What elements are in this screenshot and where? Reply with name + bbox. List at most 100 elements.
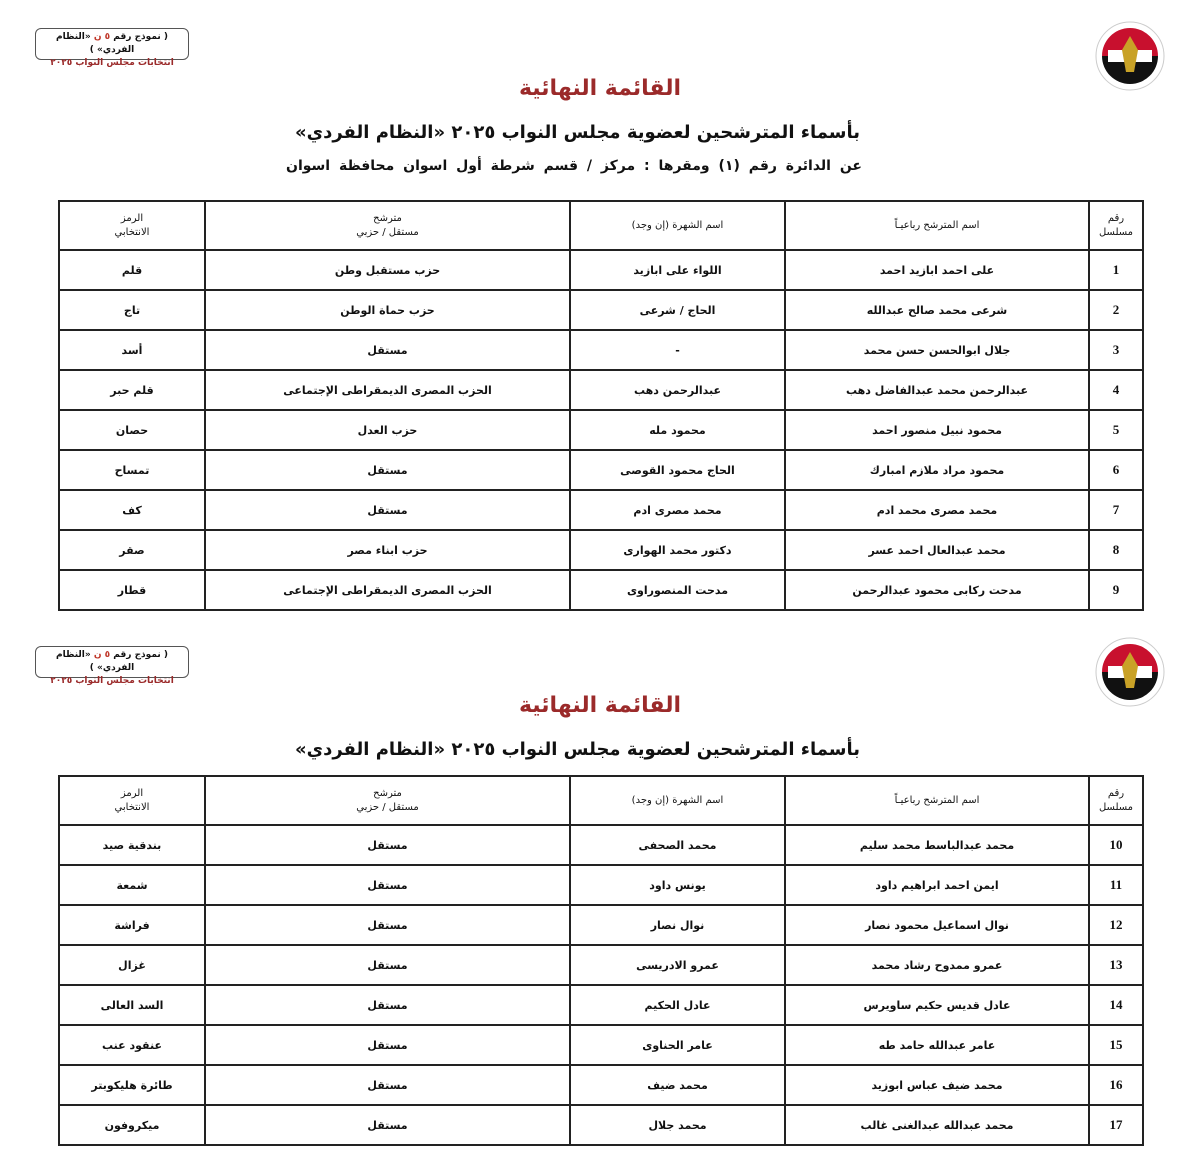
- symbol-cell: السد العالى: [58, 984, 206, 1026]
- name-cell: عادل قديس حكيم ساويرس: [784, 984, 1090, 1026]
- serial-cell: 1: [1088, 249, 1144, 291]
- table-row: 15 عامر عبدالله حامد طه عامر الحناوى مستقل ع…: [58, 1024, 1144, 1066]
- serial-cell: 16: [1088, 1064, 1144, 1106]
- fame-cell: اللواء على ابازيد: [569, 249, 786, 291]
- symbol-cell: فراشة: [58, 904, 206, 946]
- symbol-cell: شمعة: [58, 864, 206, 906]
- fame-cell: محمد ضيف: [569, 1064, 786, 1106]
- type-cell: مستقل: [204, 1064, 571, 1106]
- header-name: اسم المترشح رباعيـاً: [784, 775, 1090, 826]
- fame-cell: يونس داود: [569, 864, 786, 906]
- header-symbol: الرمز الانتخابي: [58, 200, 206, 251]
- fame-cell: عمرو الادريسى: [569, 944, 786, 986]
- name-cell: محمود مراد ملازم امبارك: [784, 449, 1090, 491]
- stamp-form-number: ٥ ن: [93, 650, 111, 660]
- type-cell: مستقل: [204, 329, 571, 371]
- table-row: 7 محمد مصرى محمد ادم محمد مصرى ادم مستقل كف: [58, 489, 1144, 531]
- type-cell: مستقل: [204, 944, 571, 986]
- fame-cell: عامر الحناوى: [569, 1024, 786, 1066]
- header-serial: رقم مسلسل: [1088, 200, 1144, 251]
- stamp-text: ( نموذج رقم: [110, 650, 168, 660]
- type-cell: مستقل: [204, 1024, 571, 1066]
- type-cell: مستقل: [204, 824, 571, 866]
- symbol-cell: قطار: [58, 569, 206, 611]
- table-row: 9 مدحت ركابى محمود عبدالرحمن مدحت المنصورا…: [58, 569, 1144, 611]
- symbol-cell: كف: [58, 489, 206, 531]
- table-row: 3 جلال ابوالحسن حسن محمد - مستقل أسد: [58, 329, 1144, 371]
- candidates-table-2: رقم مسلسل اسم المترشح رباعيـاً اسم الشهرة…: [58, 775, 1144, 1146]
- serial-cell: 2: [1088, 289, 1144, 331]
- form-stamp: ( نموذج رقم ٥ ن «النظام الفردي» ) انتخاب…: [35, 646, 189, 686]
- table-row: 6 محمود مراد ملازم امبارك الحاج محمود القو…: [58, 449, 1144, 491]
- stamp-text: «النظام الفردي» ): [56, 650, 135, 673]
- serial-cell: 14: [1088, 984, 1144, 1026]
- fame-cell: محمد مصرى ادم: [569, 489, 786, 531]
- name-cell: جلال ابوالحسن حسن محمد: [784, 329, 1090, 371]
- stamp-election-text: انتخابات مجلس النواب ٢٠٢٥: [50, 58, 174, 68]
- serial-cell: 5: [1088, 409, 1144, 451]
- name-cell: محمد عبدالله عبدالغنى غالب: [784, 1104, 1090, 1146]
- type-cell: مستقل: [204, 449, 571, 491]
- serial-cell: 12: [1088, 904, 1144, 946]
- serial-cell: 9: [1088, 569, 1144, 611]
- stamp-form-number: ٥ ن: [93, 32, 111, 42]
- symbol-cell: بندقية صيد: [58, 824, 206, 866]
- serial-cell: 4: [1088, 369, 1144, 411]
- table-row: 10 محمد عبدالباسط محمد سليم محمد الصحفى مست…: [58, 824, 1144, 866]
- table-row: 13 عمرو ممدوح رشاد محمد عمرو الادريسى مستقل…: [58, 944, 1144, 986]
- stamp-text: «النظام الفردي» ): [56, 32, 135, 55]
- symbol-cell: قلم: [58, 249, 206, 291]
- symbol-cell: عنقود عنب: [58, 1024, 206, 1066]
- serial-cell: 13: [1088, 944, 1144, 986]
- table-row: 2 شرعى محمد صالح عبدالله الحاج / شرعى حزب ح…: [58, 289, 1144, 331]
- header-type: مترشح مستقل / حزبي: [204, 775, 571, 826]
- fame-cell: مدحت المنصوراوى: [569, 569, 786, 611]
- header-fame: اسم الشهرة (إن وجد): [569, 775, 786, 826]
- table-row: 5 محمود نبيل منصور احمد محمود مله حزب العدل…: [58, 409, 1144, 451]
- header-symbol: الرمز الانتخابي: [58, 775, 206, 826]
- serial-cell: 10: [1088, 824, 1144, 866]
- page-title: القائمة النهائية: [518, 693, 682, 718]
- name-cell: عبدالرحمن محمد عبدالفاضل دهب: [784, 369, 1090, 411]
- name-cell: شرعى محمد صالح عبدالله: [784, 289, 1090, 331]
- fame-cell: محمد جلال: [569, 1104, 786, 1146]
- table-row: 4 عبدالرحمن محمد عبدالفاضل دهب عبدالرحمن د…: [58, 369, 1144, 411]
- symbol-cell: غزال: [58, 944, 206, 986]
- serial-cell: 8: [1088, 529, 1144, 571]
- header-serial: رقم مسلسل: [1088, 775, 1144, 826]
- serial-cell: 3: [1088, 329, 1144, 371]
- type-cell: مستقل: [204, 904, 571, 946]
- fame-cell: محمود مله: [569, 409, 786, 451]
- name-cell: محمد ضيف عباس ابوزيد: [784, 1064, 1090, 1106]
- type-cell: الحزب المصرى الديمقراطى الإجتماعى: [204, 369, 571, 411]
- fame-cell: دكتور محمد الهوارى: [569, 529, 786, 571]
- table-row: 11 ايمن احمد ابراهيم داود يونس داود مستقل شم…: [58, 864, 1144, 906]
- name-cell: ايمن احمد ابراهيم داود: [784, 864, 1090, 906]
- type-cell: مستقل: [204, 984, 571, 1026]
- header-fame: اسم الشهرة (إن وجد): [569, 200, 786, 251]
- fame-cell: نوال نصار: [569, 904, 786, 946]
- name-cell: محمد عبدالباسط محمد سليم: [784, 824, 1090, 866]
- serial-cell: 7: [1088, 489, 1144, 531]
- fame-cell: عبدالرحمن دهب: [569, 369, 786, 411]
- symbol-cell: ميكروفون: [58, 1104, 206, 1146]
- table-row: 14 عادل قديس حكيم ساويرس عادل الحكيم مستقل ا…: [58, 984, 1144, 1026]
- table-row: 8 محمد عبدالعال احمد عسر دكتور محمد الهوار…: [58, 529, 1144, 571]
- type-cell: مستقل: [204, 489, 571, 531]
- name-cell: محمد مصرى محمد ادم: [784, 489, 1090, 531]
- type-cell: حزب مستقبل وطن: [204, 249, 571, 291]
- page-subtitle: بأسماء المترشحين لعضوية مجلس النواب ٢٠٢٥…: [294, 122, 860, 143]
- name-cell: نوال اسماعيل محمود نصار: [784, 904, 1090, 946]
- stamp-election-text: انتخابات مجلس النواب ٢٠٢٥: [50, 676, 174, 686]
- name-cell: على احمد ابازيد احمد: [784, 249, 1090, 291]
- district-info: عن الدائرة رقم (١) ومقرها : مركز / قسم ش…: [286, 158, 862, 174]
- name-cell: مدحت ركابى محمود عبدالرحمن: [784, 569, 1090, 611]
- symbol-cell: حصان: [58, 409, 206, 451]
- serial-cell: 15: [1088, 1024, 1144, 1066]
- symbol-cell: صقر: [58, 529, 206, 571]
- fame-cell: الحاج / شرعى: [569, 289, 786, 331]
- fame-cell: عادل الحكيم: [569, 984, 786, 1026]
- serial-cell: 6: [1088, 449, 1144, 491]
- table-row: 12 نوال اسماعيل محمود نصار نوال نصار مستقل ف…: [58, 904, 1144, 946]
- page-title: القائمة النهائية: [518, 76, 682, 101]
